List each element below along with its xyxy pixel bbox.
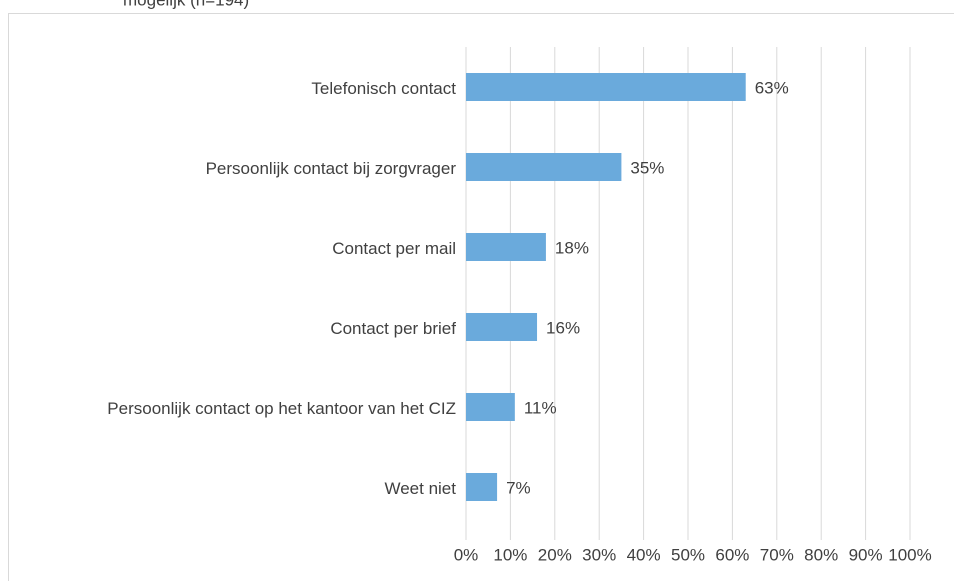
category-label-box: Persoonlijk contact bij zorgvrager: [6, 158, 456, 180]
x-tick-label: 100%: [888, 545, 931, 564]
x-tick-label: 80%: [804, 545, 838, 564]
x-tick-label: 20%: [538, 545, 572, 564]
x-tick-label: 90%: [849, 545, 883, 564]
x-tick-label: 70%: [760, 545, 794, 564]
y-tick-label: Persoonlijk contact bij zorgvrager: [205, 159, 456, 178]
x-tick-label: 10%: [493, 545, 527, 564]
x-tick-label: 30%: [582, 545, 616, 564]
category-label-box: Weet niet: [6, 478, 456, 500]
data-label: 11%: [524, 398, 557, 417]
data-label: 18%: [555, 238, 589, 257]
category-label-box: Telefonisch contact: [6, 78, 456, 100]
bar: [466, 73, 746, 101]
category-label-box: Contact per brief: [6, 318, 456, 340]
x-tick-label: 40%: [627, 545, 661, 564]
bar: [466, 393, 515, 421]
data-label: 7%: [506, 478, 531, 497]
y-tick-label: Persoonlijk contact op het kantoor van h…: [107, 399, 456, 418]
data-label: 63%: [755, 78, 789, 97]
y-tick-label: Weet niet: [384, 479, 456, 498]
bar: [466, 153, 622, 181]
x-tick-label: 0%: [454, 545, 479, 564]
chart-title: mogelijk (n=194): [123, 0, 249, 9]
category-label-box: Persoonlijk contact op het kantoor van h…: [6, 398, 456, 420]
category-label-box: Contact per mail: [6, 238, 456, 260]
bar: [466, 233, 546, 261]
x-tick-label: 50%: [671, 545, 705, 564]
bar: [466, 473, 498, 501]
chart-border: [8, 13, 954, 581]
data-label: 16%: [546, 318, 580, 337]
y-tick-label: Telefonisch contact: [311, 79, 456, 98]
x-tick-label: 60%: [715, 545, 749, 564]
data-label: 35%: [630, 158, 664, 177]
title-backdrop: [110, 0, 325, 13]
y-tick-label: Contact per mail: [332, 239, 456, 258]
y-tick-label: Contact per brief: [330, 319, 456, 338]
bar: [466, 313, 538, 341]
